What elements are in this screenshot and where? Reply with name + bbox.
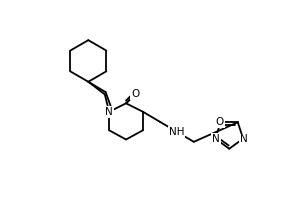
Text: NH: NH — [169, 127, 184, 137]
Text: N: N — [212, 134, 220, 144]
Text: N: N — [105, 107, 113, 117]
Text: N: N — [240, 134, 248, 144]
Text: O: O — [131, 89, 140, 99]
Text: O: O — [216, 117, 224, 127]
